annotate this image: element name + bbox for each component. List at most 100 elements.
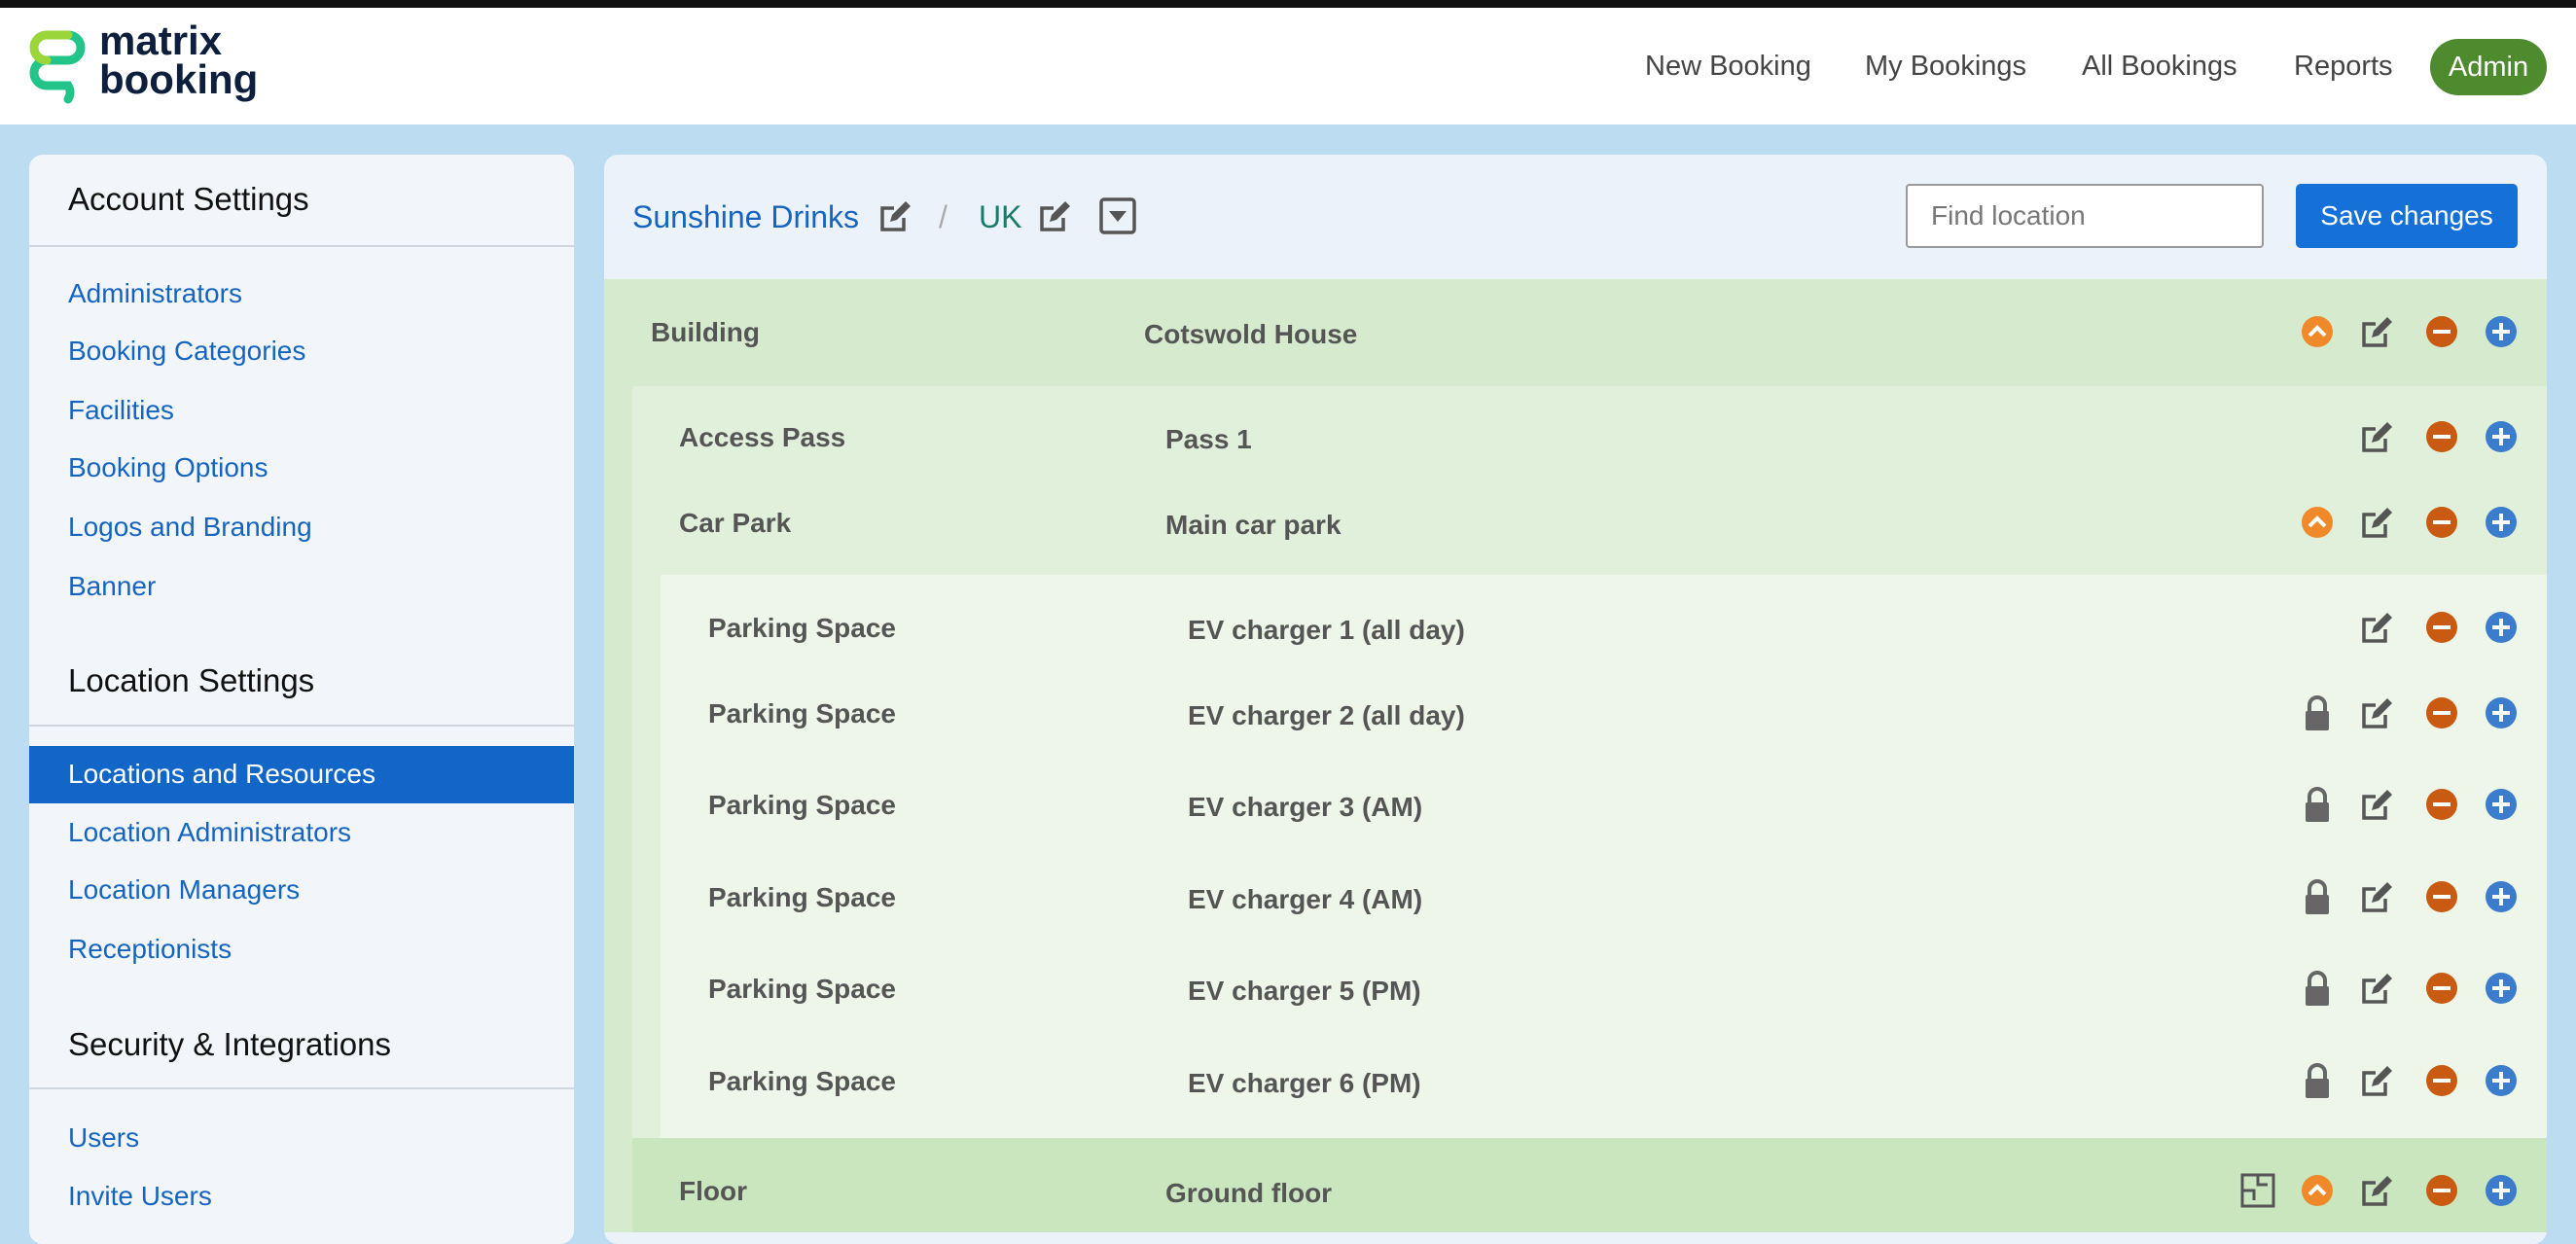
header bbox=[0, 8, 2576, 124]
row-type: Access Pass bbox=[679, 422, 846, 452]
sidebar-link[interactable]: Receptionists bbox=[68, 934, 233, 964]
minus-icon[interactable] bbox=[2422, 969, 2461, 1008]
row-type: Car Park bbox=[679, 508, 792, 538]
nav-link[interactable]: Reports bbox=[2294, 51, 2393, 82]
edit-icon[interactable] bbox=[877, 196, 915, 235]
edit-icon[interactable] bbox=[2358, 608, 2397, 647]
row-type: Parking Space bbox=[708, 974, 896, 1004]
edit-icon[interactable] bbox=[2358, 312, 2397, 351]
up-icon[interactable] bbox=[2298, 1171, 2337, 1210]
plus-icon[interactable] bbox=[2482, 1171, 2521, 1210]
section-divider bbox=[29, 245, 574, 247]
row-name: Cotswold House bbox=[1144, 319, 1358, 349]
minus-icon[interactable] bbox=[2422, 877, 2461, 916]
row-name: EV charger 3 (AM) bbox=[1188, 792, 1423, 822]
edit-icon[interactable] bbox=[2358, 969, 2397, 1008]
lock-icon[interactable] bbox=[2298, 969, 2337, 1008]
sidebar-link[interactable]: Logos and Branding bbox=[68, 512, 312, 542]
minus-icon[interactable] bbox=[2422, 503, 2461, 542]
sidebar-link[interactable]: Booking Options bbox=[68, 452, 268, 482]
logo-line: matrix bbox=[99, 18, 223, 63]
sidebar bbox=[29, 155, 574, 1244]
nav-link[interactable]: New Booking bbox=[1645, 51, 1811, 82]
edit-icon[interactable] bbox=[2358, 417, 2397, 456]
logo-mark bbox=[29, 30, 86, 104]
plus-icon[interactable] bbox=[2482, 312, 2521, 351]
sidebar-link[interactable]: Users bbox=[68, 1122, 140, 1153]
plus-icon[interactable] bbox=[2482, 969, 2521, 1008]
sidebar-link[interactable]: Administrators bbox=[68, 278, 242, 308]
nav-link[interactable]: My Bookings bbox=[1865, 51, 2027, 82]
section-divider bbox=[29, 1087, 574, 1089]
plus-icon[interactable] bbox=[2482, 693, 2521, 732]
plus-icon[interactable] bbox=[2482, 785, 2521, 824]
row-name: EV charger 6 (PM) bbox=[1188, 1068, 1421, 1098]
row-type: Parking Space bbox=[708, 698, 896, 729]
top-bar bbox=[0, 0, 2576, 8]
row-type: Parking Space bbox=[708, 613, 896, 643]
save-button[interactable]: Save changes bbox=[2296, 184, 2518, 248]
edit-icon[interactable] bbox=[2358, 1061, 2397, 1100]
row-name: Main car park bbox=[1165, 510, 1342, 540]
minus-icon[interactable] bbox=[2422, 785, 2461, 824]
sidebar-link[interactable]: Invite Users bbox=[68, 1181, 212, 1211]
breadcrumb-link[interactable]: UK bbox=[979, 199, 1022, 234]
logo-line: booking bbox=[99, 56, 259, 102]
sidebar-link[interactable]: Banner bbox=[68, 571, 157, 601]
edit-icon[interactable] bbox=[2358, 1171, 2397, 1210]
plus-icon[interactable] bbox=[2482, 1061, 2521, 1100]
lock-icon[interactable] bbox=[2298, 877, 2337, 916]
search-input[interactable]: Find location bbox=[1906, 184, 2264, 248]
sidebar-link[interactable]: Locations and Resources bbox=[68, 759, 376, 789]
edit-icon[interactable] bbox=[2358, 877, 2397, 916]
minus-icon[interactable] bbox=[2422, 693, 2461, 732]
breadcrumb-separator: / bbox=[939, 199, 948, 234]
sidebar-link[interactable]: Location Administrators bbox=[68, 817, 352, 847]
plus-icon[interactable] bbox=[2482, 503, 2521, 542]
up-icon[interactable] bbox=[2298, 312, 2337, 351]
sidebar-link[interactable]: Location Managers bbox=[68, 874, 301, 905]
section-title: Location Settings bbox=[68, 662, 315, 698]
row-name: EV charger 1 (all day) bbox=[1188, 615, 1465, 645]
plan-icon[interactable] bbox=[2238, 1171, 2277, 1210]
row-name: EV charger 5 (PM) bbox=[1188, 976, 1421, 1006]
plus-icon[interactable] bbox=[2482, 608, 2521, 647]
breadcrumb-link[interactable]: Sunshine Drinks bbox=[632, 199, 859, 234]
row-name: Pass 1 bbox=[1165, 424, 1252, 454]
section-title: Security & Integrations bbox=[68, 1026, 391, 1062]
lock-icon[interactable] bbox=[2298, 1061, 2337, 1100]
lock-icon[interactable] bbox=[2298, 785, 2337, 824]
edit-icon[interactable] bbox=[1036, 196, 1075, 235]
edit-icon[interactable] bbox=[2358, 785, 2397, 824]
logo-text: matrix booking bbox=[99, 18, 259, 102]
row-name: EV charger 2 (all day) bbox=[1188, 700, 1465, 730]
nav-link[interactable]: All Bookings bbox=[2082, 51, 2237, 82]
minus-icon[interactable] bbox=[2422, 1061, 2461, 1100]
row-bg bbox=[632, 1138, 2547, 1232]
edit-icon[interactable] bbox=[2358, 503, 2397, 542]
row-type: Building bbox=[651, 317, 760, 347]
sidebar-link[interactable]: Facilities bbox=[68, 395, 174, 425]
plus-icon[interactable] bbox=[2482, 417, 2521, 456]
section-divider bbox=[29, 725, 574, 727]
minus-icon[interactable] bbox=[2422, 417, 2461, 456]
row-bg bbox=[661, 575, 2547, 1138]
row-type: Parking Space bbox=[708, 790, 896, 820]
section-title: Account Settings bbox=[68, 181, 309, 217]
up-icon[interactable] bbox=[2298, 503, 2337, 542]
minus-icon[interactable] bbox=[2422, 1171, 2461, 1210]
lock-icon[interactable] bbox=[2298, 693, 2337, 732]
row-type: Floor bbox=[679, 1176, 747, 1206]
row-name: EV charger 4 (AM) bbox=[1188, 884, 1423, 914]
row-type: Parking Space bbox=[708, 882, 896, 912]
row-name: Ground floor bbox=[1165, 1178, 1333, 1208]
active-highlight bbox=[29, 746, 574, 803]
minus-icon[interactable] bbox=[2422, 608, 2461, 647]
plus-icon[interactable] bbox=[2482, 877, 2521, 916]
dropdown-icon[interactable] bbox=[1098, 196, 1137, 235]
minus-icon[interactable] bbox=[2422, 312, 2461, 351]
admin-button[interactable]: Admin bbox=[2430, 39, 2547, 95]
sidebar-link[interactable]: Booking Categories bbox=[68, 336, 306, 366]
edit-icon[interactable] bbox=[2358, 693, 2397, 732]
